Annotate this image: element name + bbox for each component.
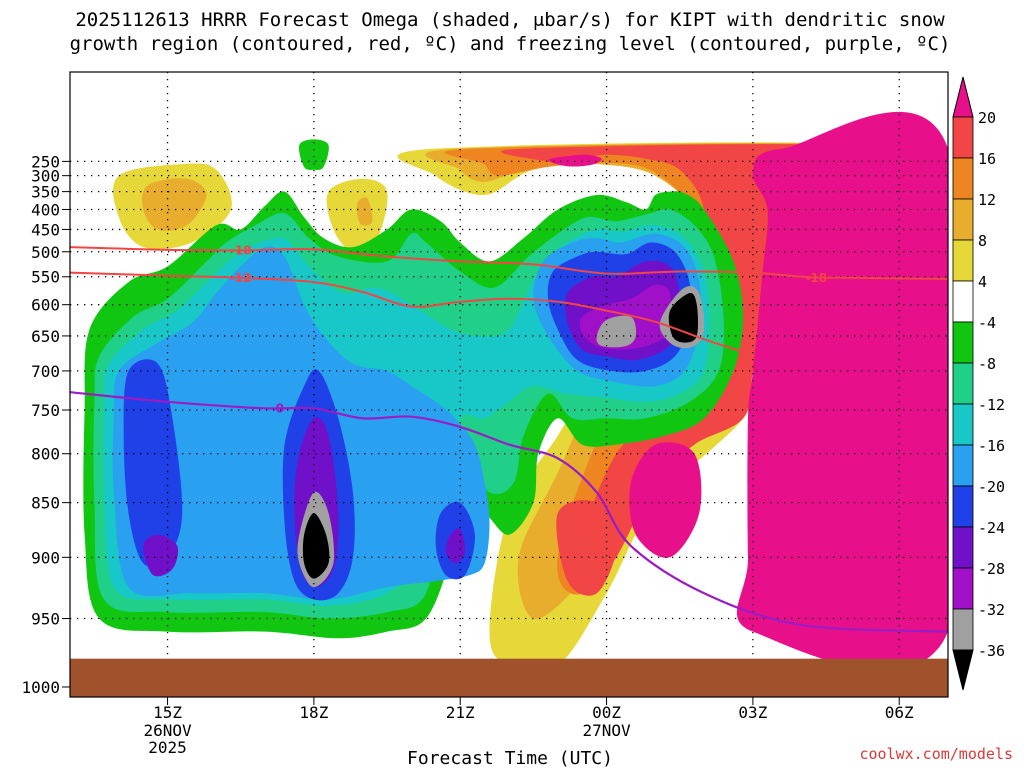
y-tick-label-300: 300 [31,167,60,186]
omega-region-4 [736,112,948,671]
colorbar-top-arrow [952,76,974,118]
y-tick-label-450: 450 [31,220,60,239]
omega-region-11 [356,197,373,226]
credit-text: coolwx.com/models [859,745,1013,763]
freezing-level-contour [70,391,948,633]
chart-title-line1: 2025112613 HRRR Forecast Omega (shaded, … [75,9,945,31]
colorbar-band-0 [952,116,974,159]
colorbar-band-1 [952,157,974,200]
colorbar-label-6: -8 [978,355,996,373]
y-tick-label-700: 700 [31,362,60,381]
colorbar-band-12 [952,608,974,651]
plot-frame [69,71,949,698]
freezing-level-label: 0 [276,401,284,415]
omega-region-12 [298,139,329,170]
colorbar-label-3: 8 [978,232,987,250]
x-tick-label-21Z: 21Z [446,703,475,722]
y-tick-label-800: 800 [31,445,60,464]
temperature-contours: -18 -18 -12 0 [70,243,948,633]
omega-region-10 [326,178,388,253]
y-tick-label-400: 400 [31,200,60,219]
x-tick-year-15Z: 2025 [148,738,187,757]
dendritic-contour-0 [70,246,948,280]
colorbar-band-10 [952,526,974,569]
y-tick-label-250: 250 [31,152,60,171]
dendritic-contour-label-0: -18 [230,243,252,257]
y-tick-label-550: 550 [31,268,60,287]
colorbar-label-11: -28 [978,560,1005,578]
colorbar-label-5: -4 [978,314,996,332]
colorbar-label-4: 4 [978,273,987,291]
colorbar-band-11 [952,567,974,610]
omega-region-9 [142,178,207,231]
omega-region-18 [123,359,183,567]
colorbar-label-13: -36 [978,642,1005,660]
colorbar-label-9: -20 [978,478,1005,496]
colorbar-label-10: -24 [978,519,1005,537]
dendritic-contour-1 [70,271,754,356]
x-tick-date-00Z: 27NOV [582,721,631,740]
colorbar-band-9 [952,485,974,528]
dendritic-contour-label-east-0: -18 [805,271,827,285]
x-tick-label-03Z: 03Z [738,703,767,722]
colorbar-band-4 [952,280,974,323]
colorbar-label-0: 20 [978,109,996,127]
x-tick-label-18Z: 18Z [299,703,328,722]
y-tick-label-750: 750 [31,401,60,420]
colorbar-bottom-arrow [952,649,974,691]
y-tick-label-650: 650 [31,327,60,346]
x-tick-label-00Z: 00Z [592,703,621,722]
colorbar-label-1: 16 [978,150,996,168]
y-tick-label-500: 500 [31,243,60,262]
omega-region-27 [596,315,637,348]
below-ground-surface [70,658,948,697]
plot-area: -18 -18 -12 0 [70,72,948,697]
omega-region-7 [556,500,617,596]
colorbar-band-8 [952,444,974,487]
omega-region-31 [302,513,330,579]
omega-region-24 [143,534,179,577]
omega-region-25 [445,528,466,564]
colorbar-band-5 [952,321,974,364]
y-tick-label-900: 900 [31,548,60,567]
x-tick-label-15Z: 15Z [153,703,182,722]
x-tick-date-15Z: 26NOV [143,721,192,740]
colorbar-band-2 [952,198,974,241]
omega-region-5 [548,154,602,167]
colorbar-label-2: 12 [978,191,996,209]
colorbar-label-7: -12 [978,396,1005,414]
dendritic-contour-label-1: -12 [230,271,252,285]
y-tick-label-950: 950 [31,610,60,629]
colorbar-band-6 [952,362,974,405]
colorbar-band-7 [952,403,974,446]
omega-region-30 [668,292,699,343]
x-axis-label: Forecast Time (UTC) [407,748,613,768]
y-tick-label-600: 600 [31,296,60,315]
colorbar: 20 16 12 8 4 -4 -8 -12 -16 -20 -24 -28 -32 -36 [952,76,1005,691]
chart-title-line2: growth region (contoured, red, ºC) and f… [70,33,951,55]
x-tick-label-06Z: 06Z [885,703,914,722]
omega-shading [83,112,948,673]
omega-region-6 [629,442,702,558]
colorbar-label-12: -32 [978,601,1005,619]
colorbar-label-8: -16 [978,437,1005,455]
y-tick-label-350: 350 [31,183,60,202]
y-tick-label-850: 850 [31,494,60,513]
y-tick-label-1000: 1000 [21,678,60,697]
colorbar-band-3 [952,239,974,282]
